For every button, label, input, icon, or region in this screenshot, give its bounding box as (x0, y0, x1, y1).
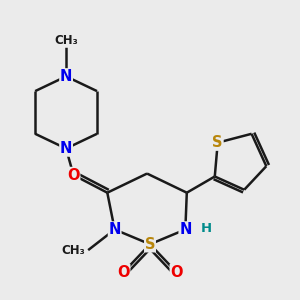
Text: CH₃: CH₃ (61, 244, 85, 256)
Text: O: O (170, 265, 183, 280)
Text: O: O (67, 167, 80, 182)
Text: CH₃: CH₃ (54, 34, 78, 47)
Text: S: S (212, 135, 223, 150)
Text: N: N (60, 141, 72, 156)
Text: N: N (60, 69, 72, 84)
Text: N: N (109, 222, 121, 237)
Text: N: N (179, 222, 191, 237)
Text: O: O (117, 265, 130, 280)
Text: S: S (145, 237, 155, 252)
Text: H: H (201, 221, 212, 235)
